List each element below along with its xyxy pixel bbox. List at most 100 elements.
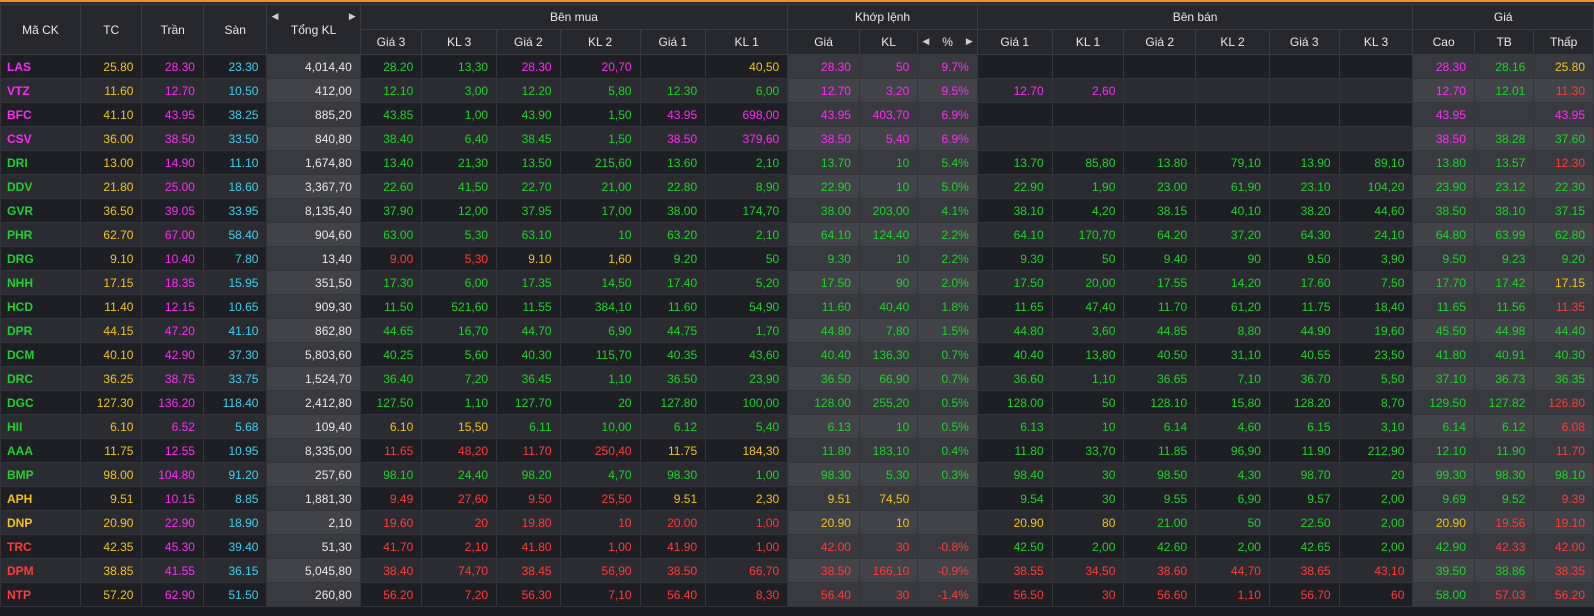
table-row[interactable]: DNP 20.90 22.90 18.90 2,10 19.60 20 19.80 10 20.0… xyxy=(0,510,1594,535)
table-row[interactable]: HII 6.10 6.52 5.68 109,40 6.10 15,50 6.11 10,00 6… xyxy=(0,414,1594,439)
cell: 43.95 xyxy=(1533,102,1594,127)
cell: 37.30 xyxy=(202,342,268,367)
table-row[interactable]: DDV 21.80 25.00 18.60 3,367,70 22.60 41,50 22.7… xyxy=(0,174,1594,199)
table-row[interactable]: CSV 36.00 38.50 33.50 840,80 38.40 6,40 38.45 1,… xyxy=(0,126,1594,151)
row-symbol[interactable]: LAS xyxy=(0,54,81,79)
caret-right-icon[interactable]: ▶ xyxy=(348,11,356,21)
col-buy-5[interactable]: Giá 1 xyxy=(639,29,707,55)
cell: 11.60 xyxy=(79,78,143,103)
table-row[interactable]: DPR 44.15 47.20 41.10 862,80 44.65 16,70 44.70 6… xyxy=(0,318,1594,343)
cell: 27,60 xyxy=(421,486,498,511)
col-sell-6[interactable]: KL 3 xyxy=(1338,29,1414,55)
col-symbol[interactable]: Mã CK xyxy=(0,4,81,55)
table-row[interactable]: APH 9.51 10.15 8.85 1,881,30 9.49 27,60 9.50 25,… xyxy=(0,486,1594,511)
cell: 19.80 xyxy=(496,510,561,535)
cell: 403,70 xyxy=(858,102,919,127)
col-buy-2[interactable]: KL 3 xyxy=(421,29,498,55)
row-symbol[interactable]: DPM xyxy=(0,558,81,583)
row-symbol[interactable]: HII xyxy=(0,414,81,439)
row-symbol[interactable]: DRG xyxy=(0,246,81,271)
row-symbol[interactable]: DCM xyxy=(0,342,81,367)
cell: 38.50 xyxy=(1412,126,1475,151)
cell: 38.35 xyxy=(1533,558,1594,583)
row-symbol[interactable]: GVR xyxy=(0,198,81,223)
col-buy-4[interactable]: KL 2 xyxy=(559,29,641,55)
row-symbol[interactable]: DGC xyxy=(0,390,81,415)
col-floor[interactable]: Sàn xyxy=(202,4,268,55)
cell: 40.55 xyxy=(1268,342,1340,367)
cell: 3,60 xyxy=(1051,318,1125,343)
row-symbol[interactable]: DRI xyxy=(0,150,81,175)
cell xyxy=(1338,54,1414,79)
col-price-1[interactable]: Cao xyxy=(1412,29,1475,55)
cell: 30 xyxy=(1051,486,1125,511)
cell: 10.50 xyxy=(202,78,268,103)
cell: 2.0% xyxy=(917,270,978,295)
col-total-volume[interactable]: ◀ Tổng KL ▶ xyxy=(266,4,361,55)
row-symbol[interactable]: AAA xyxy=(0,438,81,463)
table-row[interactable]: DRI 13.00 14.90 11.10 1,674,80 13.40 21,30 13.5… xyxy=(0,150,1594,175)
cell: 11.90 xyxy=(1473,438,1535,463)
table-row[interactable]: GVR 36.50 39.05 33.95 8,135,40 37.90 12,00 37.9… xyxy=(0,198,1594,223)
cell: 909,30 xyxy=(266,294,361,319)
col-match-2[interactable]: KL xyxy=(858,29,919,55)
table-row[interactable]: DPM 38.85 41.55 36.15 5,045,80 38.40 74,70 38.4… xyxy=(0,558,1594,583)
row-symbol[interactable]: TRC xyxy=(0,534,81,559)
table-row[interactable]: AAA 11.75 12.55 10.95 8,335,00 11.65 48,20 11.7… xyxy=(0,438,1594,463)
cell: 41.10 xyxy=(79,102,143,127)
caret-left-icon[interactable]: ◀ xyxy=(922,36,930,46)
col-price-3[interactable]: Thấp xyxy=(1533,29,1594,55)
table-row[interactable]: DRG 9.10 10.40 7.80 13,40 9.00 5,30 9.10 1,60 9.2… xyxy=(0,246,1594,271)
col-sell-5[interactable]: Giá 3 xyxy=(1268,29,1340,55)
cell: 57.03 xyxy=(1473,582,1535,607)
row-symbol[interactable]: VTZ xyxy=(0,78,81,103)
caret-left-icon[interactable]: ◀ xyxy=(271,11,279,21)
table-row[interactable]: BFC 41.10 43.95 38.25 885,20 43.85 1,00 43.90 1,… xyxy=(0,102,1594,127)
col-ceil[interactable]: Trần xyxy=(141,4,204,55)
table-row[interactable]: TRC 42.35 45.30 39.40 51,30 41.70 2,10 41.80 1,0… xyxy=(0,534,1594,559)
col-sell-3[interactable]: Giá 2 xyxy=(1123,29,1197,55)
col-sell-1[interactable]: Giá 1 xyxy=(976,29,1053,55)
row-symbol[interactable]: DPR xyxy=(0,318,81,343)
row-symbol[interactable]: NHH xyxy=(0,270,81,295)
col-ref[interactable]: TC xyxy=(79,4,143,55)
table-row[interactable]: LAS 25.80 28.30 23.30 4,014,40 28.20 13,30 28.3… xyxy=(0,54,1594,79)
table-row[interactable]: HCD 11.40 12.15 10.65 909,30 11.50 521,60 11.55… xyxy=(0,294,1594,319)
row-symbol[interactable]: DRC xyxy=(0,366,81,391)
col-buy-6[interactable]: KL 1 xyxy=(705,29,789,55)
row-symbol[interactable]: BMP xyxy=(0,462,81,487)
cell: 22.60 xyxy=(359,174,423,199)
cell: 9.20 xyxy=(1533,246,1594,271)
row-symbol[interactable]: DDV xyxy=(0,174,81,199)
row-symbol[interactable]: NTP xyxy=(0,582,81,607)
row-symbol[interactable]: CSV xyxy=(0,126,81,151)
table-row[interactable]: BMP 98.00 104.80 91.20 257,60 98.10 24,40 98.20… xyxy=(0,462,1594,487)
cell: 1.8% xyxy=(917,294,978,319)
col-buy-1[interactable]: Giá 3 xyxy=(359,29,423,55)
cell: 1,10 xyxy=(421,390,498,415)
cell: 28.30 xyxy=(1412,54,1475,79)
cell: 36.50 xyxy=(639,366,707,391)
col-price-2[interactable]: TB xyxy=(1473,29,1535,55)
table-row[interactable]: VTZ 11.60 12.70 10.50 412,00 12.10 3,00 12.20 5,… xyxy=(0,78,1594,103)
row-symbol[interactable]: PHR xyxy=(0,222,81,247)
col-match-1[interactable]: Giá xyxy=(787,29,860,55)
cell: 6.9% xyxy=(917,102,978,127)
col-match-3[interactable]: ◀% ▶ xyxy=(917,29,978,55)
caret-right-icon[interactable]: ▶ xyxy=(965,36,973,46)
table-row[interactable]: DRC 36.25 38.75 33.75 1,524,70 36.40 7,20 36.45… xyxy=(0,366,1594,391)
col-sell-4[interactable]: KL 2 xyxy=(1195,29,1270,55)
row-symbol[interactable]: HCD xyxy=(0,294,81,319)
cell: 24,10 xyxy=(1338,222,1414,247)
col-buy-3[interactable]: Giá 2 xyxy=(496,29,561,55)
table-row[interactable]: NHH 17.15 18.35 15.95 351,50 17.30 6,00 17.35 14… xyxy=(0,270,1594,295)
table-row[interactable]: NTP 57.20 62.90 51.50 260,80 56.20 7,20 56.30 7,… xyxy=(0,582,1594,607)
cell: 862,80 xyxy=(266,318,361,343)
row-symbol[interactable]: DNP xyxy=(0,510,81,535)
col-sell-2[interactable]: KL 1 xyxy=(1051,29,1125,55)
row-symbol[interactable]: BFC xyxy=(0,102,81,127)
table-row[interactable]: DGC 127.30 136.20 118.40 2,412,80 127.50 1,10 1… xyxy=(0,390,1594,415)
row-symbol[interactable]: APH xyxy=(0,486,81,511)
table-row[interactable]: DCM 40.10 42.90 37.30 5,803,60 40.25 5,60 40.30… xyxy=(0,342,1594,367)
table-row[interactable]: PHR 62.70 67.00 58.40 904,60 63.00 5,30 63.10 10… xyxy=(0,222,1594,247)
